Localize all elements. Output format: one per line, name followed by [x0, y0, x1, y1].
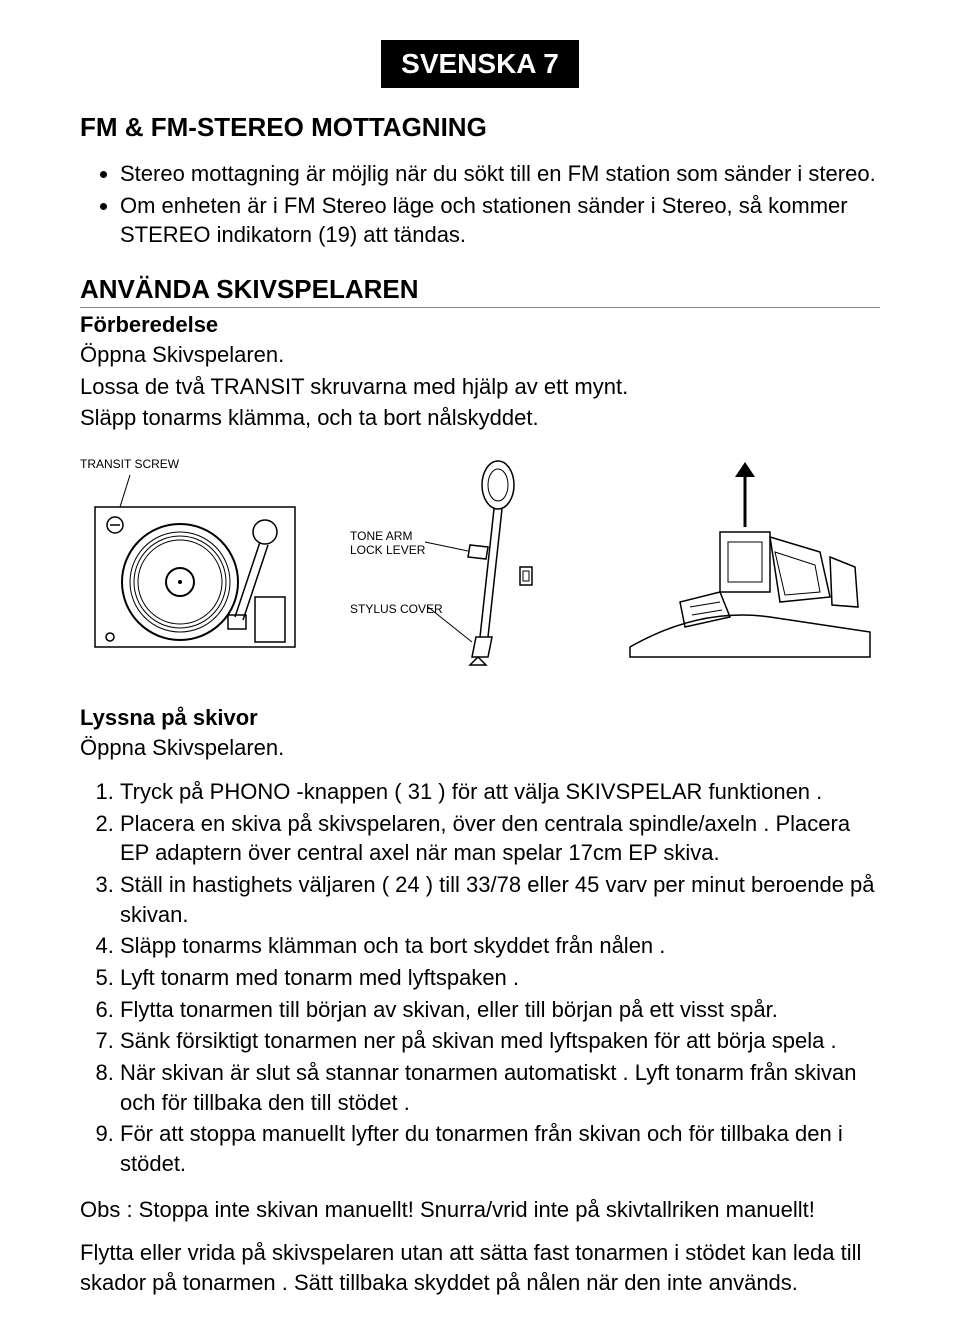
listen-steps: Tryck på PHONO -knappen ( 31 ) för att v… [80, 777, 880, 1179]
step-item: Tryck på PHONO -knappen ( 31 ) för att v… [120, 777, 880, 807]
section1-bullets: Stereo mottagning är möjlig när du sökt … [80, 159, 880, 250]
note-text: Obs : Stoppa inte skivan manuellt! Snurr… [80, 1195, 880, 1225]
diagram-tonearm: TONE ARM LOCK LEVER STYLUS COVER [350, 457, 610, 677]
prep-heading: Förberedelse [80, 312, 880, 338]
diagram-row: TRANSIT SCREW [80, 457, 880, 677]
page-badge: SVENSKA 7 [381, 40, 579, 88]
lid-lift-icon [620, 457, 880, 667]
step-item: Lyft tonarm med tonarm med lyftspaken . [120, 963, 880, 993]
tonearm-icon [350, 457, 580, 667]
step-item: För att stoppa manuellt lyfter du tonarm… [120, 1119, 880, 1178]
diagram-lid [620, 457, 880, 677]
prep-line: Lossa de två TRANSIT skruvarna med hjälp… [80, 372, 880, 402]
step-item: Släpp tonarms klämman och ta bort skydde… [120, 931, 880, 961]
bullet-item: Stereo mottagning är möjlig när du sökt … [120, 159, 880, 189]
bullet-item: Om enheten är i FM Stereo läge och stati… [120, 191, 880, 250]
transit-screw-icon [80, 457, 310, 667]
transit-screw-label: TRANSIT SCREW [80, 457, 179, 471]
listen-open-line: Öppna Skivspelaren. [80, 733, 880, 763]
step-item: Flytta tonarmen till början av skivan, e… [120, 995, 880, 1025]
badge-container: SVENSKA 7 [80, 40, 880, 88]
stylus-cover-label: STYLUS COVER [350, 602, 443, 616]
step-item: Sänk försiktigt tonarmen ner på skivan m… [120, 1026, 880, 1056]
diagram-transit: TRANSIT SCREW [80, 457, 340, 677]
section2-title: ANVÄNDA SKIVSPELAREN [80, 274, 880, 308]
prep-line: Släpp tonarms klämma, och ta bort nålsky… [80, 403, 880, 433]
document-page: SVENSKA 7 FM & FM-STEREO MOTTAGNING Ster… [0, 0, 960, 1340]
warning-text: Flytta eller vrida på skivspelaren utan … [80, 1238, 880, 1297]
tonearm-lock-label: TONE ARM LOCK LEVER [350, 529, 425, 557]
step-item: När skivan är slut så stannar tonarmen a… [120, 1058, 880, 1117]
listen-heading: Lyssna på skivor [80, 705, 880, 731]
section1-title: FM & FM-STEREO MOTTAGNING [80, 112, 880, 143]
step-item: Ställ in hastighets väljaren ( 24 ) till… [120, 870, 880, 929]
step-item: Placera en skiva på skivspelaren, över d… [120, 809, 880, 868]
prep-line: Öppna Skivspelaren. [80, 340, 880, 370]
